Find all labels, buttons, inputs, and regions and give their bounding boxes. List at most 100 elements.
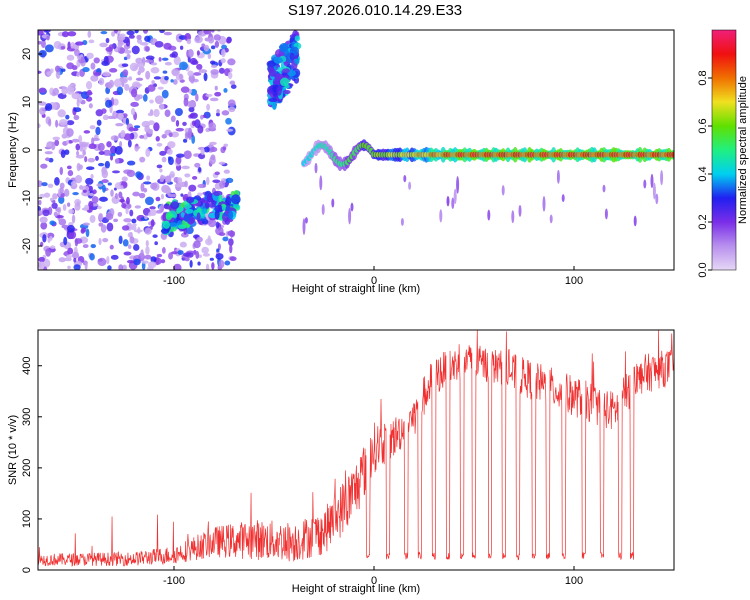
- spectrogram-blob: [188, 127, 193, 137]
- spectrogram-blob: [98, 77, 105, 86]
- spectrogram-blob: [71, 251, 80, 259]
- spectrogram-blob: [170, 201, 180, 210]
- spectrogram-blob: [75, 150, 80, 156]
- spectrogram-blob: [126, 259, 135, 264]
- snr-y-tick-label: 300: [21, 408, 33, 426]
- spectrogram-blob: [161, 57, 169, 61]
- spectrogram-blob: [229, 244, 233, 254]
- spectrogram-blob: [171, 251, 179, 255]
- spectrogram-blob: [189, 216, 196, 224]
- spectrogram-blob: [129, 236, 135, 244]
- spectrogram-blob: [111, 31, 116, 37]
- spectrogram-blob: [96, 119, 102, 126]
- spectrogram-blob: [113, 30, 118, 34]
- spectrogram-blob: [134, 146, 141, 150]
- spectrogram-blob: [186, 100, 196, 108]
- spectrogram-blob: [38, 206, 42, 212]
- spectrogram-blob: [101, 108, 107, 114]
- spectrogram-blob: [44, 151, 53, 155]
- spectrogram-blob: [66, 54, 75, 61]
- spectrogram-blob: [159, 30, 165, 34]
- spectrogram-marks: [38, 30, 674, 270]
- spectrogram-blob: [518, 204, 522, 217]
- spectrogram-blob: [210, 45, 216, 50]
- spectrogram-blob: [280, 46, 286, 51]
- spectrogram-blob: [87, 30, 92, 38]
- spectrogram-blob: [118, 191, 123, 199]
- spectrogram-blob: [52, 87, 59, 96]
- spectrogram-blob: [155, 209, 163, 214]
- spectrogram-blob: [159, 168, 163, 173]
- spectrogram-blob: [146, 175, 151, 181]
- spectrogram-blob: [82, 222, 90, 226]
- spectrogram-blob: [214, 171, 220, 176]
- spectrogram-blob: [126, 30, 135, 36]
- spectrogram-blob: [511, 210, 515, 224]
- spectrogram-blob: [232, 204, 240, 209]
- spectrogram-blob: [205, 93, 213, 97]
- spectrogram-blob: [164, 75, 169, 81]
- spectrogram-blob: [48, 118, 52, 127]
- spectrogram-blob: [46, 71, 52, 76]
- spectrogram-blob: [187, 70, 194, 77]
- spectrogram-blob: [216, 248, 220, 253]
- snr-y-label: SNR (10 * v/v): [7, 415, 19, 485]
- spectrogram-blob: [144, 35, 151, 42]
- snr-panel: -100 0 100 0 100 200 300 400 Height of straigh…: [7, 329, 675, 595]
- spectrogram-blob: [173, 56, 181, 66]
- spectrogram-blob: [134, 30, 139, 34]
- spectrogram-blob: [150, 182, 158, 190]
- spectrogram-blob: [155, 136, 160, 142]
- spectrogram-blob: [114, 47, 118, 52]
- spectrogram-blob: [101, 169, 109, 179]
- spectrogram-blob: [93, 72, 102, 76]
- spectrogram-blob: [660, 170, 664, 186]
- spectrogram-blob: [38, 180, 43, 188]
- spectrogram-blob: [145, 70, 151, 80]
- spectrogram-blob: [212, 179, 221, 184]
- spectrogram-blob: [227, 210, 234, 220]
- spectrogram-blob: [184, 180, 188, 188]
- spectrogram-blob: [162, 70, 168, 74]
- spectrogram-blob: [98, 213, 104, 221]
- spectrogram-blob: [52, 193, 58, 200]
- spectrogram-blob: [43, 30, 51, 33]
- spectrogram-blob: [139, 156, 146, 163]
- spectrogram-blob: [42, 209, 50, 217]
- spectrogram-blob: [175, 155, 182, 165]
- spectrogram-blob: [89, 125, 96, 130]
- spectrogram-blob: [61, 86, 68, 95]
- spectrogram-blob: [229, 80, 236, 85]
- spectrogram-blob: [72, 192, 79, 196]
- spectrogram-blob: [142, 94, 148, 102]
- spectrogram-blob: [110, 189, 114, 197]
- spectrogram-blob: [451, 197, 455, 210]
- spectrogram-blob: [180, 202, 185, 208]
- spectrogram-blob: [321, 204, 325, 216]
- spectrogram-blob: [194, 36, 203, 44]
- snr-series-line: [38, 330, 674, 567]
- spectrogram-blob: [88, 200, 94, 210]
- spectrogram-blob: [183, 150, 192, 160]
- spectrogram-blob: [228, 106, 236, 113]
- spectrogram-blob: [122, 69, 129, 77]
- spectrogram-blob: [142, 181, 152, 185]
- spectrogram-blob: [61, 68, 66, 72]
- spectrogram-blob: [143, 187, 148, 193]
- spectrogram-blob: [210, 69, 219, 75]
- spectrogram-blob: [214, 40, 220, 48]
- spectrogram-blob: [66, 128, 74, 137]
- spectrogram-blob: [207, 53, 212, 60]
- spectrogram-blob: [133, 244, 140, 251]
- spectrogram-blob: [160, 203, 165, 213]
- spectrogram-blob: [145, 46, 150, 52]
- spectrogram-blob: [86, 91, 93, 96]
- spectrogram-blob: [209, 141, 217, 146]
- spectrogram-blob: [161, 246, 166, 254]
- spectrogram-blob: [119, 140, 123, 148]
- spectrogram-blob: [602, 184, 606, 193]
- spectrogram-blob: [147, 84, 156, 92]
- spectrogram-blob: [168, 156, 174, 166]
- spectrogram-blob: [38, 199, 42, 206]
- spectrogram-blob: [135, 171, 143, 179]
